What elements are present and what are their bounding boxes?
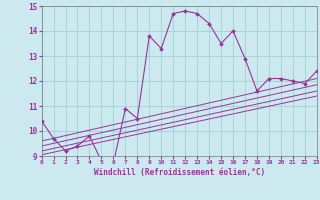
X-axis label: Windchill (Refroidissement éolien,°C): Windchill (Refroidissement éolien,°C) <box>94 168 265 177</box>
